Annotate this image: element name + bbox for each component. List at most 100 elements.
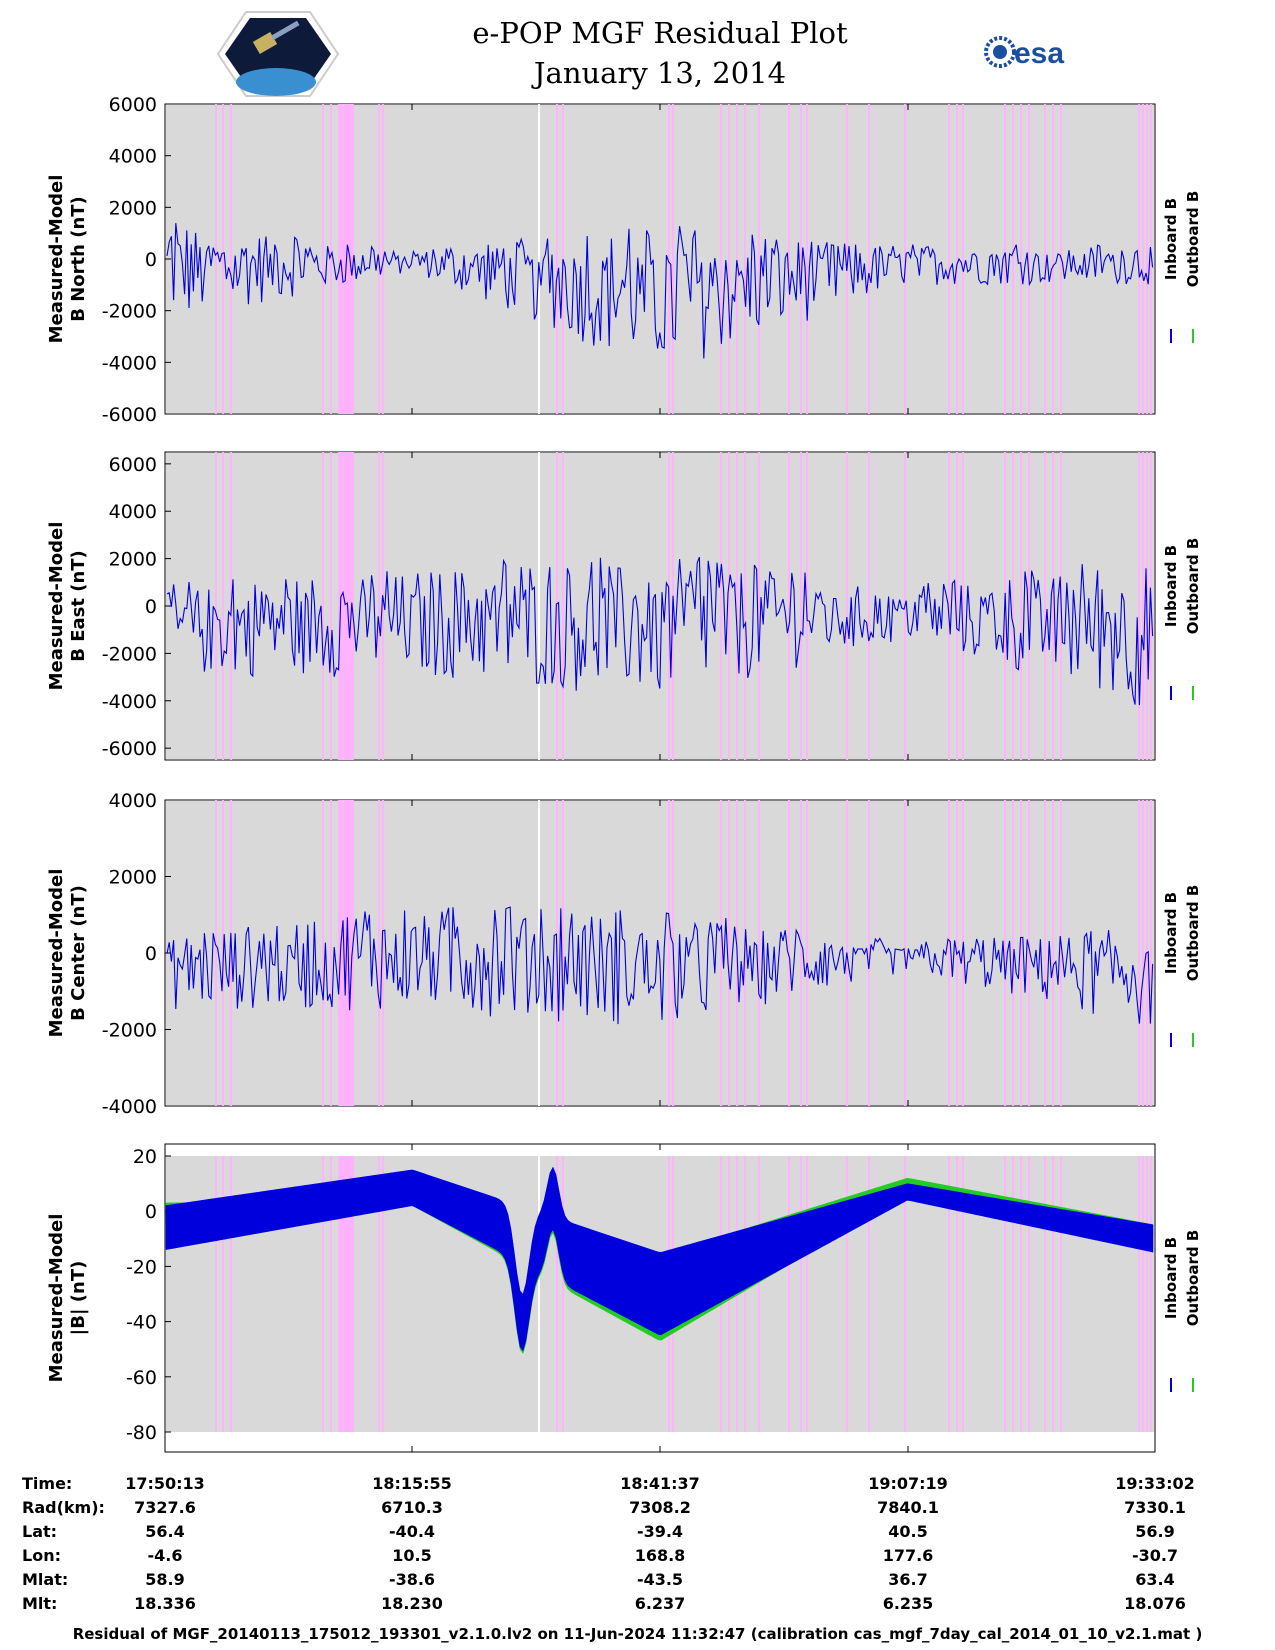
y-tick-label: -4000	[102, 691, 157, 713]
y-tick-label: 4000	[109, 501, 157, 523]
series-inboard	[165, 1166, 1154, 1352]
y-tick-label: -4000	[102, 1096, 157, 1118]
chart-date: January 13, 2014	[533, 56, 787, 90]
flag-band	[1044, 1156, 1046, 1432]
flag-band	[1020, 104, 1022, 414]
flag-band	[758, 104, 760, 414]
flag-band	[1044, 452, 1046, 760]
ephemeris-cell: 56.4	[145, 1522, 185, 1541]
ephemeris-row-label: Rad(km):	[22, 1498, 105, 1517]
flag-band	[556, 452, 558, 760]
flag-band	[736, 452, 738, 760]
flag-band	[1012, 452, 1014, 760]
flag-band	[562, 1156, 564, 1432]
y-tick-label: 0	[145, 1201, 157, 1223]
flag-band	[1004, 104, 1006, 414]
panel-1: 6000 4000 2000 0 -2000 -4000 -6000 Measured-Mod…	[46, 94, 1202, 426]
flag-band	[1052, 1156, 1054, 1432]
y-tick-label: -20	[126, 1256, 157, 1278]
ephemeris-cell: 18.076	[1124, 1594, 1186, 1613]
flag-band	[956, 1156, 958, 1432]
flag-band	[948, 1156, 950, 1432]
esa-logo: esa	[984, 36, 1064, 70]
flag-band	[1138, 104, 1140, 414]
y-tick-label: 2000	[109, 549, 157, 571]
chart-title: e-POP MGF Residual Plot	[472, 16, 848, 50]
flag-band	[846, 104, 848, 414]
ephemeris-cell: -43.5	[636, 1570, 684, 1589]
y-tick-label: -60	[126, 1367, 157, 1389]
ephemeris-cell: 168.8	[634, 1546, 686, 1565]
flag-band	[962, 800, 964, 1106]
flag-band	[672, 104, 674, 414]
panels: 6000400020000-2000-4000-6000Measured-Mod…	[46, 94, 1202, 1453]
y-tick-label: 4000	[109, 790, 157, 812]
flag-band	[1052, 800, 1054, 1106]
series-inboard	[166, 556, 1154, 706]
ephemeris-row-label: Mlt:	[22, 1594, 58, 1613]
flag-band	[948, 452, 950, 760]
flag-band	[800, 104, 802, 414]
series-inboard	[166, 906, 1154, 1025]
flag-band	[562, 452, 564, 760]
ephemeris-row-label: Lon:	[22, 1546, 61, 1565]
flag-band	[1004, 1156, 1006, 1432]
esa-logo-text: esa	[1014, 37, 1064, 70]
ephemeris-cell: 18.230	[381, 1594, 443, 1613]
panel-4: 20 0 -20 -40 -60 -80 Measured-Model|B| (nT) Inb…	[46, 1143, 1202, 1453]
flag-band	[322, 1156, 324, 1432]
flag-band	[728, 104, 730, 414]
flag-band	[728, 800, 730, 1106]
ephemeris-row-label: Lat:	[22, 1522, 58, 1541]
flag-band	[736, 104, 738, 414]
flag-band	[562, 104, 564, 414]
y-tick-label: 2000	[109, 197, 157, 219]
data-gap-line	[538, 1156, 540, 1432]
flag-band	[806, 1156, 808, 1432]
y-tick-label: -2000	[102, 643, 157, 665]
flag-band	[720, 104, 722, 414]
flag-band	[1142, 800, 1144, 1106]
flag-band	[758, 800, 760, 1106]
flag-band	[868, 452, 870, 760]
flag-band	[382, 452, 384, 760]
flag-band	[1052, 104, 1054, 414]
flag-band	[1028, 800, 1030, 1106]
flag-band	[1020, 800, 1022, 1106]
flag-band	[728, 452, 730, 760]
flag-band	[868, 800, 870, 1106]
flag-band	[1020, 1156, 1022, 1432]
flag-band	[562, 800, 564, 1106]
flag-band	[215, 1156, 217, 1432]
ephemeris-cell: 6.237	[634, 1594, 686, 1613]
flag-band	[330, 452, 332, 760]
flag-band	[962, 1156, 964, 1432]
flag-band	[1150, 800, 1152, 1106]
ephemeris-cell: -30.7	[1131, 1546, 1179, 1565]
flag-band	[1044, 104, 1046, 414]
y-tick-label: 2000	[109, 867, 157, 889]
y-tick-label: 6000	[109, 94, 157, 116]
flag-band-wide	[338, 1156, 354, 1432]
ephemeris-cell: 58.9	[145, 1570, 185, 1589]
panel-3: 4000 2000 0 -2000 -4000 Measured-ModelB Cente…	[46, 790, 1202, 1118]
flag-band	[744, 452, 746, 760]
y-tick-label: 4000	[109, 146, 157, 168]
flag-band	[1012, 1156, 1014, 1432]
flag-band	[378, 452, 380, 760]
y-tick-label: 0	[145, 943, 157, 965]
flag-band	[215, 104, 217, 414]
flag-band	[806, 104, 808, 414]
flag-band	[868, 104, 870, 414]
legend-outboard-label: Outboard B	[1184, 191, 1202, 288]
flag-band	[215, 452, 217, 760]
flag-band	[230, 104, 232, 414]
ephemeris-cell: 7308.2	[629, 1498, 691, 1517]
flag-band	[956, 104, 958, 414]
flag-band	[330, 1156, 332, 1432]
ephemeris-cell: 7330.1	[1124, 1498, 1186, 1517]
flag-band	[1060, 800, 1062, 1106]
data-gap-line	[538, 452, 540, 760]
flag-band	[222, 104, 224, 414]
ephemeris-cell: 36.7	[888, 1570, 928, 1589]
